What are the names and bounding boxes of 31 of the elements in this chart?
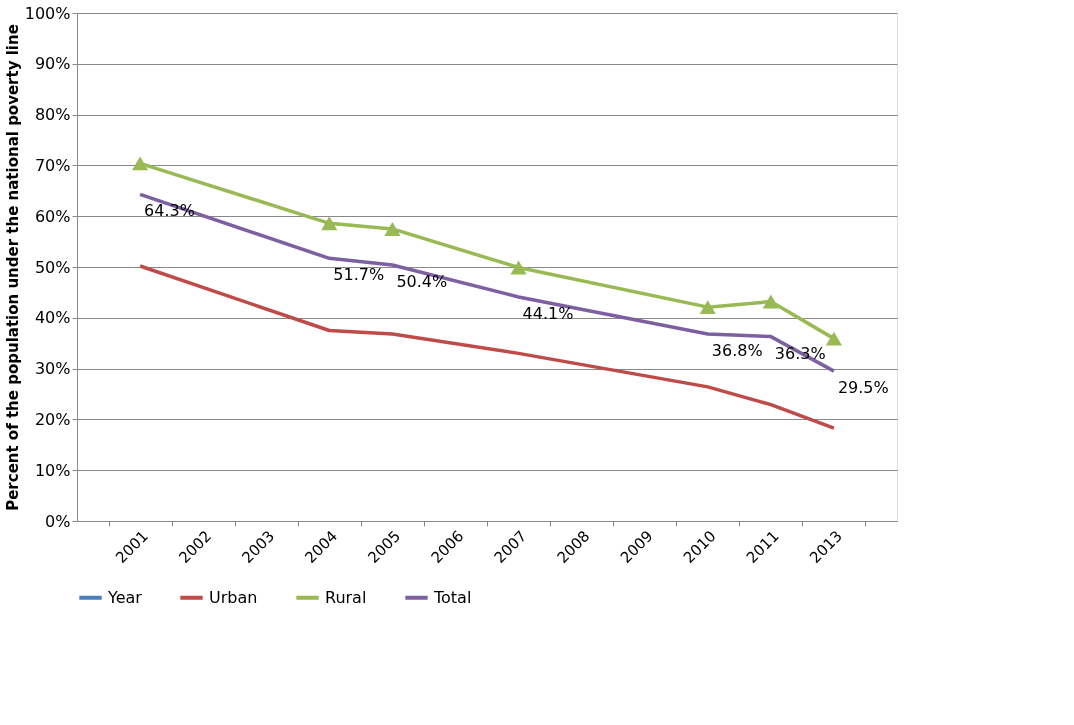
point <box>762 294 779 309</box>
data-label: 64.3% <box>144 201 195 221</box>
data-label: 51.7% <box>333 265 385 285</box>
data-label: 29.5% <box>837 378 889 398</box>
legend-label: Total <box>433 587 472 607</box>
line-series <box>138 264 836 430</box>
legend-label: Urban <box>209 587 258 607</box>
y-tick-label: 20% <box>34 409 71 429</box>
legend-label: Rural <box>325 587 367 607</box>
data-label: 36.8% <box>711 341 763 361</box>
y-tick-label: 100% <box>24 3 71 23</box>
data-label: 44.1% <box>522 303 574 323</box>
y-tick-label: 40% <box>34 308 71 328</box>
y-tick-label: 80% <box>34 105 71 125</box>
y-tick-label: 10% <box>34 460 71 480</box>
line-series <box>138 192 836 373</box>
point <box>510 260 527 275</box>
y-tick-label: 60% <box>34 206 71 226</box>
y-axis-title: Percent of the population under the national poverty line <box>3 24 22 511</box>
point <box>699 300 716 315</box>
y-tick-label: 30% <box>34 359 71 379</box>
y-tick-label: 0% <box>45 511 71 531</box>
point <box>384 221 401 236</box>
y-tick-label: 90% <box>34 54 71 74</box>
point <box>825 331 842 346</box>
data-label: 50.4% <box>396 271 448 291</box>
point <box>321 216 338 231</box>
y-tick-label: 70% <box>34 155 71 175</box>
legend-label: Year <box>107 587 143 607</box>
y-tick-label: 50% <box>34 257 71 277</box>
point <box>132 156 149 171</box>
